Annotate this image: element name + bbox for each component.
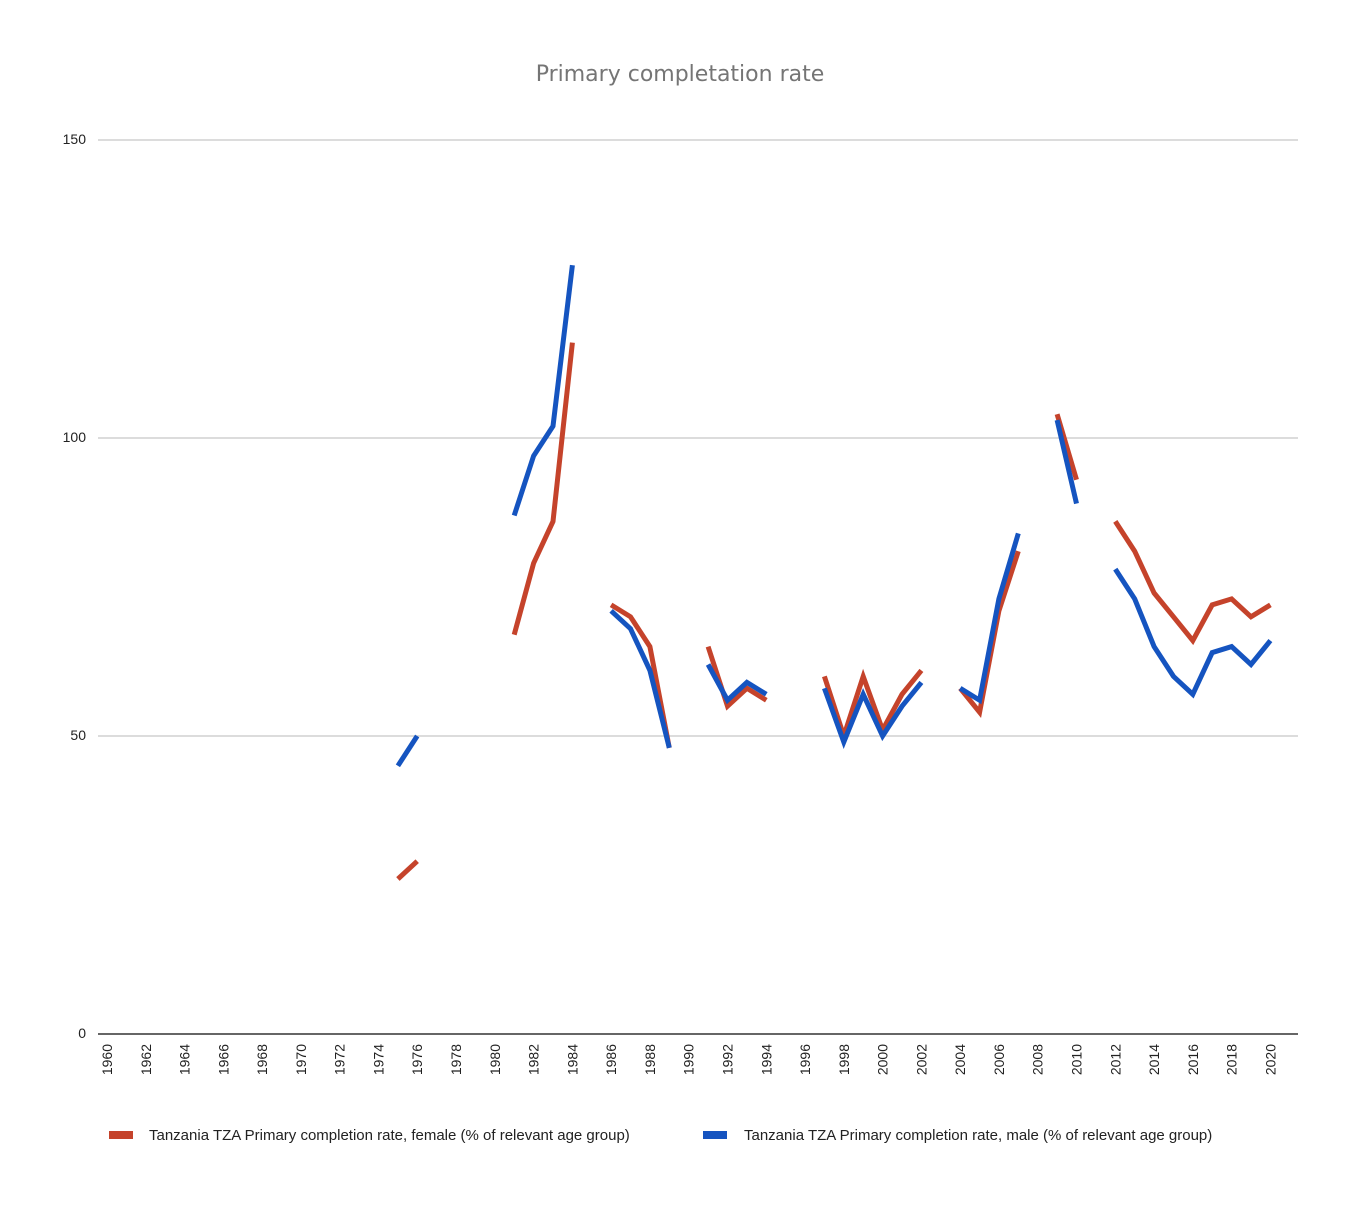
x-tick-label: 1964	[177, 1044, 193, 1075]
series-lines	[395, 264, 1273, 881]
legend: Tanzania TZA Primary completion rate, fe…	[109, 1127, 1212, 1144]
y-tick-label: 150	[63, 131, 87, 147]
y-axis-ticks: 0 50 100 150	[63, 131, 87, 1041]
series-male	[395, 264, 1273, 768]
series-segment	[396, 859, 419, 881]
series-segment	[958, 532, 1021, 705]
x-tick-label: 2012	[1107, 1044, 1123, 1075]
x-tick-label: 1998	[836, 1044, 852, 1075]
x-tick-label: 2002	[913, 1044, 929, 1075]
x-tick-label: 1982	[526, 1044, 542, 1075]
legend-swatch	[703, 1131, 727, 1139]
x-tick-label: 1994	[758, 1044, 774, 1075]
x-tick-label: 1962	[138, 1044, 154, 1075]
x-tick-label: 1986	[603, 1044, 619, 1075]
x-tick-label: 1990	[681, 1044, 697, 1075]
y-tick-label: 0	[78, 1025, 86, 1041]
x-tick-label: 1984	[564, 1044, 580, 1075]
series-segment	[958, 550, 1021, 718]
x-tick-label: 2006	[991, 1044, 1007, 1075]
series-segment	[705, 663, 768, 705]
series-segment	[511, 342, 575, 636]
series-segment	[1113, 567, 1273, 699]
x-tick-label: 1960	[99, 1044, 115, 1075]
x-tick-label: 1980	[487, 1044, 503, 1075]
x-tick-label: 2016	[1185, 1044, 1201, 1075]
x-tick-label: 2010	[1069, 1044, 1085, 1075]
legend-swatch	[109, 1131, 133, 1139]
series-segment	[822, 680, 924, 749]
series-segment	[609, 602, 672, 749]
y-tick-label: 100	[63, 429, 87, 445]
x-tick-label: 2014	[1146, 1044, 1162, 1075]
series-segment	[1054, 419, 1079, 505]
y-tick-label: 50	[70, 727, 86, 743]
x-tick-label: 2020	[1262, 1044, 1278, 1075]
x-tick-label: 1968	[254, 1044, 270, 1075]
x-tick-label: 2000	[875, 1044, 891, 1075]
series-segment	[511, 264, 575, 517]
legend-label: Tanzania TZA Primary completion rate, ma…	[744, 1127, 1212, 1144]
x-tick-label: 2004	[952, 1044, 968, 1075]
gridlines	[98, 139, 1298, 737]
x-tick-label: 1970	[293, 1044, 309, 1075]
x-tick-label: 1966	[215, 1044, 231, 1075]
x-axis-ticks: 1960 1962 1964 1966 1968 1970 1972 1974 1976 1978…	[99, 1044, 1278, 1075]
x-tick-label: 1976	[409, 1044, 425, 1075]
series-segment	[1113, 520, 1272, 646]
x-tick-label: 1996	[797, 1044, 813, 1075]
series-segment	[395, 734, 420, 768]
x-tick-label: 2018	[1224, 1044, 1240, 1075]
x-tick-label: 2008	[1030, 1044, 1046, 1075]
x-tick-label: 1978	[448, 1044, 464, 1075]
chart-title: Primary completation rate	[536, 62, 825, 87]
x-tick-label: 1972	[332, 1044, 348, 1075]
x-tick-label: 1988	[642, 1044, 658, 1075]
x-tick-label: 1992	[719, 1044, 735, 1075]
x-tick-label: 1974	[370, 1044, 386, 1075]
series-segment	[705, 645, 768, 711]
series-segment	[609, 608, 672, 749]
legend-label: Tanzania TZA Primary completion rate, fe…	[149, 1127, 630, 1144]
